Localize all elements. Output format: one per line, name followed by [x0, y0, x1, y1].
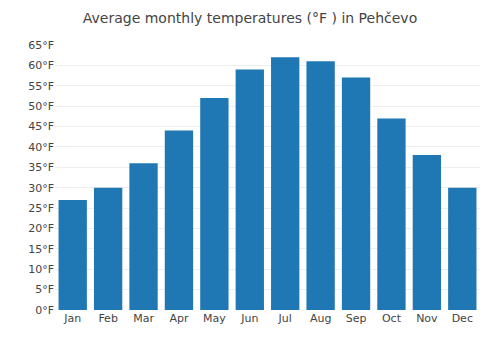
svg-text:Feb: Feb — [98, 312, 117, 325]
svg-text:Mar: Mar — [133, 312, 154, 325]
svg-text:May: May — [203, 312, 226, 325]
svg-text:Jul: Jul — [278, 312, 292, 325]
svg-text:Jun: Jun — [240, 312, 258, 325]
svg-text:30°F: 30°F — [28, 182, 54, 195]
svg-text:Dec: Dec — [452, 312, 473, 325]
svg-text:15°F: 15°F — [28, 243, 54, 256]
svg-text:Nov: Nov — [416, 312, 438, 325]
svg-text:35°F: 35°F — [28, 161, 54, 174]
svg-text:20°F: 20°F — [28, 222, 54, 235]
svg-text:65°F: 65°F — [28, 39, 54, 52]
svg-text:0°F: 0°F — [35, 304, 54, 317]
svg-text:Sep: Sep — [346, 312, 367, 325]
svg-text:25°F: 25°F — [28, 202, 54, 215]
svg-text:40°F: 40°F — [28, 141, 54, 154]
svg-text:55°F: 55°F — [28, 80, 54, 93]
svg-text:Jan: Jan — [63, 312, 81, 325]
svg-text:Apr: Apr — [169, 312, 189, 325]
svg-text:50°F: 50°F — [28, 100, 54, 113]
svg-text:10°F: 10°F — [28, 263, 54, 276]
svg-text:Oct: Oct — [382, 312, 402, 325]
svg-text:Average monthly temperatures (: Average monthly temperatures (°F ) in Pe… — [83, 10, 417, 26]
svg-text:60°F: 60°F — [28, 59, 54, 72]
svg-text:Aug: Aug — [310, 312, 331, 325]
svg-text:5°F: 5°F — [35, 283, 54, 296]
svg-text:45°F: 45°F — [28, 120, 54, 133]
